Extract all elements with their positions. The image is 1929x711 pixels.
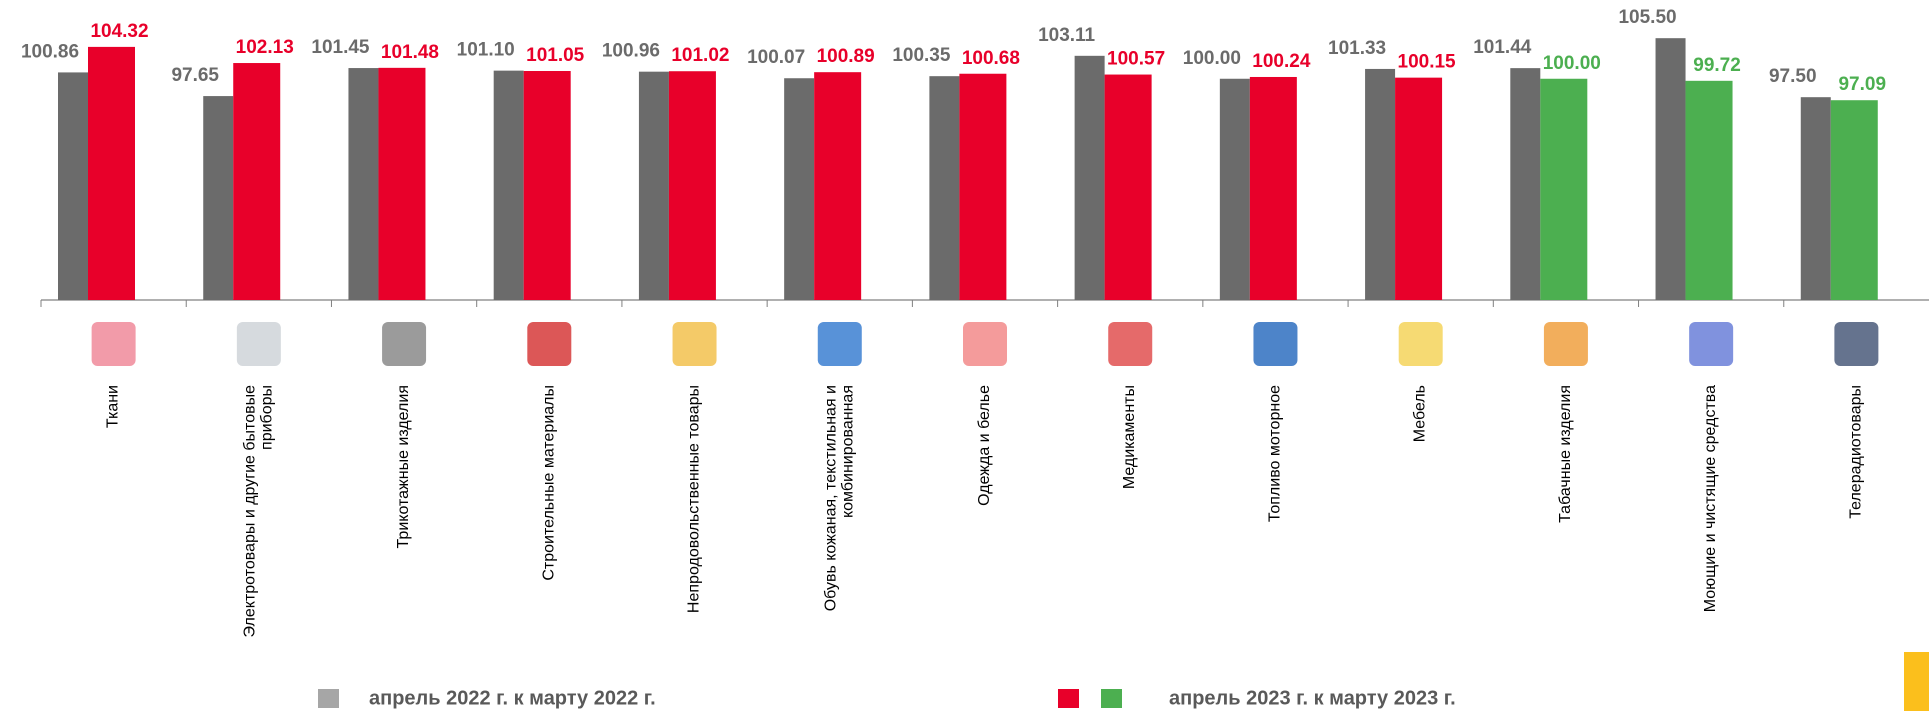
value-label: 100.57 bbox=[1107, 49, 1165, 70]
category-icon bbox=[237, 322, 281, 366]
value-label: 100.24 bbox=[1252, 51, 1311, 72]
legend-swatch bbox=[1058, 689, 1079, 708]
category-icon bbox=[1544, 322, 1588, 366]
bar bbox=[233, 63, 280, 300]
bar bbox=[669, 71, 716, 300]
bar bbox=[378, 68, 425, 300]
category-label: Одежда и белье bbox=[976, 385, 993, 506]
value-label: 104.32 bbox=[90, 21, 148, 42]
bar bbox=[348, 68, 378, 300]
value-label: 101.10 bbox=[457, 40, 515, 61]
category-icon bbox=[818, 322, 862, 366]
value-label: 100.89 bbox=[817, 46, 875, 67]
bar bbox=[1540, 79, 1587, 300]
legend-swatch bbox=[318, 689, 339, 708]
category-icon bbox=[527, 322, 571, 366]
category-icon bbox=[92, 322, 136, 366]
bar bbox=[58, 72, 88, 300]
value-label: 100.35 bbox=[892, 45, 951, 66]
category-label: Медикаменты bbox=[1121, 385, 1138, 489]
value-label: 101.44 bbox=[1473, 37, 1532, 58]
bar bbox=[1831, 100, 1878, 300]
bar bbox=[1250, 77, 1297, 300]
category-label: Электротовары и другие бытовыеприборы bbox=[242, 385, 276, 638]
category-label: Моющие и чистящие средства bbox=[1702, 385, 1719, 612]
legend-swatch bbox=[1101, 689, 1122, 708]
value-label: 101.45 bbox=[311, 37, 370, 58]
value-label: 100.00 bbox=[1183, 48, 1241, 69]
bar bbox=[1220, 79, 1250, 300]
corner-decoration bbox=[1904, 652, 1929, 711]
value-label: 100.00 bbox=[1543, 53, 1601, 74]
category-icon bbox=[673, 322, 717, 366]
bar bbox=[1686, 81, 1733, 300]
bar bbox=[1801, 97, 1831, 300]
category-icon bbox=[1108, 322, 1152, 366]
legend-label: апрель 2023 г. к марту 2023 г. bbox=[1169, 687, 1456, 709]
category-icon bbox=[963, 322, 1007, 366]
value-label: 101.48 bbox=[381, 42, 439, 63]
bar bbox=[203, 96, 233, 300]
bar bbox=[784, 78, 814, 300]
bar bbox=[524, 71, 571, 300]
category-label: Обувь кожаная, текстильная икомбинирован… bbox=[822, 385, 856, 611]
bar bbox=[1395, 78, 1442, 300]
bar bbox=[1510, 68, 1540, 300]
value-label: 100.86 bbox=[21, 41, 79, 62]
bar bbox=[929, 76, 959, 300]
bar bbox=[1365, 69, 1395, 300]
value-label: 101.02 bbox=[671, 45, 729, 66]
bar bbox=[814, 72, 861, 300]
category-label: Непродовольственные товары bbox=[686, 385, 703, 613]
value-label: 102.13 bbox=[236, 37, 294, 58]
category-label: Трикотажные изделия bbox=[395, 385, 412, 548]
value-label: 105.50 bbox=[1618, 7, 1676, 28]
category-label: Топливо моторное bbox=[1267, 385, 1284, 522]
value-label: 101.33 bbox=[1328, 38, 1386, 59]
category-label: Строительные материалы bbox=[541, 385, 558, 581]
bar bbox=[959, 74, 1006, 300]
legend-label: апрель 2022 г. к марту 2022 г. bbox=[369, 687, 656, 709]
category-label: Ткани bbox=[105, 385, 122, 428]
value-label: 99.72 bbox=[1693, 55, 1741, 76]
value-label: 97.09 bbox=[1838, 74, 1886, 95]
category-label: Телерадиотовары bbox=[1848, 385, 1865, 519]
category-icon bbox=[1689, 322, 1733, 366]
chart: 100.86 104.32 Ткани 97.65 102.13 Электротовар… bbox=[0, 0, 1929, 711]
bar bbox=[88, 47, 135, 300]
value-label: 100.15 bbox=[1398, 52, 1457, 73]
value-label: 97.50 bbox=[1769, 66, 1817, 87]
bar bbox=[1075, 56, 1105, 300]
value-label: 100.07 bbox=[747, 47, 805, 68]
value-label: 97.65 bbox=[171, 65, 219, 86]
bar bbox=[639, 72, 669, 300]
value-label: 101.05 bbox=[526, 45, 585, 66]
category-label: Мебель bbox=[1412, 385, 1429, 442]
bar bbox=[1105, 75, 1152, 300]
value-label: 103.11 bbox=[1038, 25, 1095, 46]
category-label: Табачные изделия bbox=[1557, 385, 1574, 523]
category-icon bbox=[1253, 322, 1297, 366]
bar bbox=[1656, 38, 1686, 300]
bar bbox=[494, 71, 524, 300]
value-label: 100.96 bbox=[602, 41, 660, 62]
category-icon bbox=[1834, 322, 1878, 366]
category-icon bbox=[382, 322, 426, 366]
category-icon bbox=[1399, 322, 1443, 366]
value-label: 100.68 bbox=[962, 48, 1020, 69]
